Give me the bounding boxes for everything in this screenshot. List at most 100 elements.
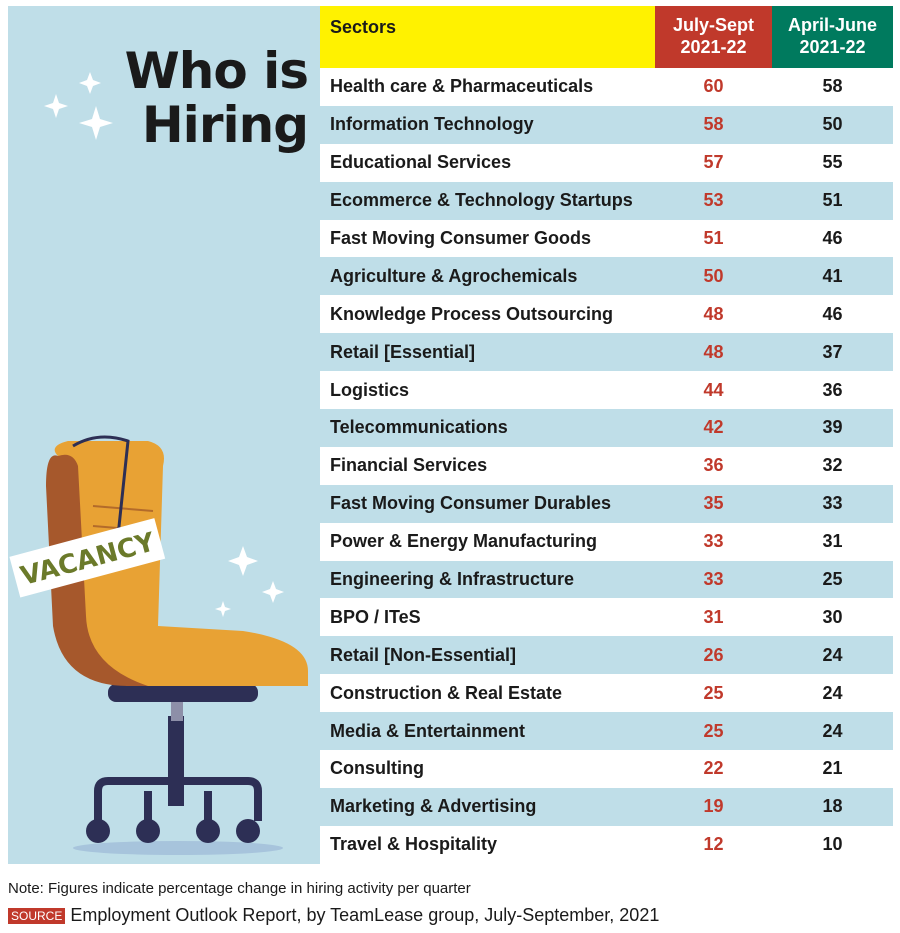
- header-april-june: April-June 2021-22: [772, 6, 893, 68]
- april-june-value: 51: [822, 190, 843, 211]
- july-sept-value: 33: [703, 569, 724, 590]
- header-sectors: Sectors: [320, 6, 655, 68]
- sector-cell: Retail [Non-Essential]: [330, 644, 517, 665]
- july-sept-value: 42: [703, 417, 724, 438]
- table-row: Educational Services 57 55: [320, 143, 893, 182]
- sparkle-icons: [44, 72, 113, 140]
- july-sept-value: 33: [703, 531, 724, 552]
- sector-cell: Travel & Hospitality: [330, 834, 498, 855]
- sector-cell: Educational Services: [330, 152, 512, 173]
- header-april-june-line2: 2021-22: [799, 37, 866, 57]
- sector-cell: Marketing & Advertising: [330, 796, 537, 817]
- sector-cell: Fast Moving Consumer Durables: [330, 493, 612, 514]
- april-june-value: 37: [822, 341, 843, 362]
- table-row: Fast Moving Consumer Goods 51 46: [320, 219, 893, 258]
- table-row: Construction & Real Estate 25 24: [320, 674, 893, 713]
- july-sept-value: 60: [703, 76, 724, 97]
- april-june-value: 46: [822, 303, 843, 324]
- table-row: Knowledge Process Outsourcing 48 46: [320, 295, 893, 334]
- april-june-value: 24: [822, 720, 843, 741]
- april-june-value: 36: [822, 379, 843, 400]
- illustration-panel: Who is Hiring VACANCY: [8, 6, 320, 864]
- table-row: Agriculture & Agrochemicals 50 41: [320, 257, 893, 296]
- sector-cell: Agriculture & Agrochemicals: [330, 265, 578, 286]
- table-row: Engineering & Infrastructure 33 25: [320, 560, 893, 599]
- table-row: Travel & Hospitality 12 10: [320, 825, 893, 864]
- april-june-value: 18: [822, 796, 843, 817]
- july-sept-value: 22: [703, 758, 724, 779]
- table-row: Telecommunications 42 39: [320, 409, 893, 447]
- sector-cell: Financial Services: [330, 455, 488, 476]
- july-sept-value: 48: [703, 341, 724, 362]
- office-chair-illustration: VACANCY: [9, 435, 308, 855]
- april-june-value: 58: [822, 76, 843, 97]
- april-june-value: 50: [822, 114, 843, 135]
- header-july-sept: July-Sept 2021-22: [655, 6, 772, 68]
- july-sept-value: 58: [703, 114, 724, 135]
- sector-cell: Logistics: [330, 379, 410, 400]
- july-sept-value: 12: [703, 834, 724, 855]
- table-row: Fast Moving Consumer Durables 35 33: [320, 484, 893, 523]
- table-row: Power & Energy Manufacturing 33 31: [320, 522, 893, 561]
- july-sept-value: 50: [703, 265, 724, 286]
- source-text: Employment Outlook Report, by TeamLease …: [70, 905, 660, 925]
- hiring-table: Sectors July-Sept 2021-22 April-June 202…: [320, 6, 893, 864]
- july-sept-value: 35: [703, 493, 724, 514]
- july-sept-value: 25: [703, 682, 724, 703]
- july-sept-value: 36: [703, 455, 724, 476]
- april-june-value: 39: [822, 417, 843, 438]
- sector-cell: Construction & Real Estate: [330, 682, 563, 703]
- sector-cell: Engineering & Infrastructure: [330, 569, 575, 590]
- page-title: Who is Hiring: [124, 42, 309, 154]
- april-june-value: 41: [822, 265, 843, 286]
- july-sept-value: 26: [703, 644, 724, 665]
- april-june-value: 33: [822, 493, 843, 514]
- table-header: Sectors July-Sept 2021-22 April-June 202…: [320, 6, 893, 68]
- table-row: Retail [Essential] 48 37: [320, 333, 893, 372]
- april-june-value: 55: [822, 152, 843, 173]
- april-june-value: 24: [822, 682, 843, 703]
- july-sept-value: 57: [703, 152, 724, 173]
- sector-cell: Media & Entertainment: [330, 720, 526, 741]
- source-badge: SOURCE: [8, 907, 66, 924]
- table-row: BPO / ITeS 31 30: [320, 598, 893, 637]
- sector-cell: Information Technology: [330, 114, 534, 135]
- april-june-value: 21: [822, 758, 843, 779]
- table-row: Media & Entertainment 25 24: [320, 712, 893, 751]
- july-sept-value: 25: [703, 720, 724, 741]
- april-june-value: 30: [822, 606, 843, 627]
- table-row: Ecommerce & Technology Startups 53 51: [320, 181, 893, 220]
- july-sept-value: 51: [703, 228, 724, 248]
- april-june-value: 10: [822, 834, 843, 855]
- footnote: Note: Figures indicate percentage change…: [8, 880, 471, 897]
- july-sept-value: 48: [703, 303, 724, 324]
- july-sept-value: 53: [703, 190, 724, 211]
- july-sept-value: 19: [703, 796, 724, 817]
- sector-cell: Fast Moving Consumer Goods: [330, 228, 592, 248]
- sector-cell: Consulting: [330, 758, 424, 779]
- table-row: Marketing & Advertising 19 18: [320, 787, 893, 826]
- header-july-sept-line1: July-Sept: [672, 15, 755, 35]
- header-july-sept-line2: 2021-22: [680, 37, 747, 57]
- table-body: Health care & Pharmaceuticals 60 58 Informa…: [320, 68, 893, 864]
- sector-cell: Retail [Essential]: [330, 341, 476, 362]
- sector-cell: Telecommunications: [330, 417, 508, 438]
- april-june-value: 31: [822, 531, 843, 552]
- header-april-june-line1: April-June: [787, 15, 877, 35]
- april-june-value: 32: [822, 455, 843, 476]
- table-row: Health care & Pharmaceuticals 60 58: [320, 68, 893, 106]
- july-sept-value: 31: [703, 606, 724, 627]
- source-line: SOURCE Employment Outlook Report, by Tea…: [8, 905, 659, 926]
- table-row: Consulting 22 21: [320, 750, 893, 788]
- sector-cell: Knowledge Process Outsourcing: [330, 303, 614, 324]
- sector-cell: Health care & Pharmaceuticals: [330, 76, 594, 97]
- table-row: Financial Services 36 32: [320, 446, 893, 485]
- april-june-value: 24: [822, 644, 843, 665]
- sector-cell: Ecommerce & Technology Startups: [330, 190, 633, 211]
- april-june-value: 46: [822, 228, 843, 248]
- table-row: Logistics 44 36: [320, 371, 893, 410]
- table-row: Retail [Non-Essential] 26 24: [320, 636, 893, 675]
- april-june-value: 25: [822, 569, 843, 590]
- sector-cell: Power & Energy Manufacturing: [330, 531, 598, 552]
- sector-cell: BPO / ITeS: [330, 606, 421, 627]
